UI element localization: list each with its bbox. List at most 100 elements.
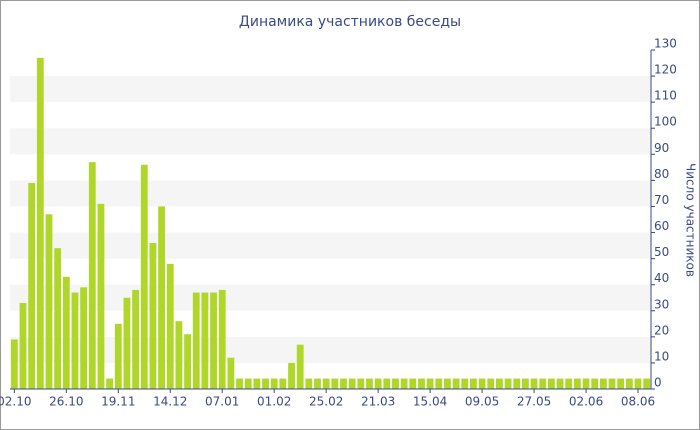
grid-band (10, 180, 651, 207)
x-tick-label: 09.05 (465, 395, 499, 409)
bar (599, 378, 607, 389)
y-tick-label: 60 (654, 219, 669, 233)
bar (374, 378, 382, 389)
bar (296, 344, 304, 389)
bar (452, 378, 460, 389)
x-tick-label: 01.02 (257, 395, 291, 409)
y-tick-label: 0 (654, 376, 662, 390)
y-tick-label: 130 (654, 37, 677, 51)
bar (366, 378, 373, 389)
x-tick-label: 25.02 (309, 395, 343, 409)
grid-band (10, 76, 651, 103)
bar (573, 378, 581, 389)
bar (617, 378, 625, 389)
bar (504, 378, 512, 389)
x-tick-label: 14.12 (153, 395, 187, 409)
bar (513, 378, 521, 389)
x-tick-label: 02.10 (0, 395, 32, 409)
bar (210, 292, 217, 389)
y-tick-label: 10 (654, 349, 669, 363)
bar (279, 378, 287, 389)
bar (175, 321, 183, 389)
y-tick-label: 40 (654, 271, 669, 285)
y-tick-label: 120 (654, 63, 677, 77)
bar (409, 378, 417, 389)
bar (340, 378, 347, 389)
bar (132, 289, 140, 389)
bar (539, 378, 547, 389)
bar (36, 57, 44, 389)
bar (643, 378, 651, 389)
x-tick-label: 19.11 (101, 395, 135, 409)
bar (244, 378, 252, 389)
bar (608, 378, 616, 389)
bar (461, 378, 469, 389)
bar (262, 378, 269, 389)
bar (322, 378, 330, 389)
bar (470, 378, 477, 389)
bar (478, 378, 486, 389)
bar (331, 378, 339, 389)
bar (496, 378, 503, 389)
bar (400, 378, 408, 389)
x-tick-label: 02.06 (569, 395, 603, 409)
bar (348, 378, 356, 389)
bar (547, 378, 555, 389)
y-tick-label: 100 (654, 115, 677, 129)
bar (305, 378, 313, 389)
bar (166, 263, 174, 389)
x-tick-label: 26.10 (49, 395, 83, 409)
grid-band (10, 232, 651, 259)
bar (556, 378, 564, 389)
bar (270, 378, 278, 389)
bar (314, 378, 321, 389)
bar (487, 378, 495, 389)
bar (28, 182, 36, 389)
bar (227, 357, 235, 389)
bar (10, 339, 18, 389)
bar (45, 214, 53, 389)
bar (625, 378, 633, 389)
x-tick-label: 15.04 (413, 395, 447, 409)
bar (80, 287, 88, 389)
bar (418, 378, 425, 389)
grid-band (10, 128, 651, 155)
x-tick-label: 07.01 (205, 395, 239, 409)
bar (435, 378, 443, 389)
bar (158, 206, 165, 389)
grid-band (10, 284, 651, 311)
bar (184, 334, 191, 389)
bar (88, 162, 96, 389)
bar (634, 378, 642, 389)
bar (521, 378, 529, 389)
y-tick-label: 20 (654, 323, 669, 337)
bar (19, 302, 27, 389)
y-tick-label: 50 (654, 245, 669, 259)
x-tick-label: 21.03 (361, 395, 395, 409)
bar (114, 323, 122, 389)
bar (54, 248, 62, 389)
bar (71, 292, 79, 389)
bar (140, 164, 148, 389)
bar (236, 378, 243, 389)
bar (201, 292, 209, 389)
bar (591, 378, 599, 389)
bar (106, 378, 114, 389)
bar (192, 292, 200, 389)
bar (97, 203, 105, 389)
bar (123, 297, 131, 389)
y-tick-label: 90 (654, 141, 669, 155)
bar (444, 378, 451, 389)
y-axis-label: Число участников (684, 163, 698, 277)
bar (62, 276, 70, 389)
y-tick-label: 70 (654, 193, 669, 207)
y-tick-label: 110 (654, 89, 677, 103)
bar (530, 378, 538, 389)
chart-title: Динамика участников беседы (239, 14, 461, 30)
bar (426, 378, 434, 389)
bar (288, 362, 295, 389)
bar (357, 378, 365, 389)
